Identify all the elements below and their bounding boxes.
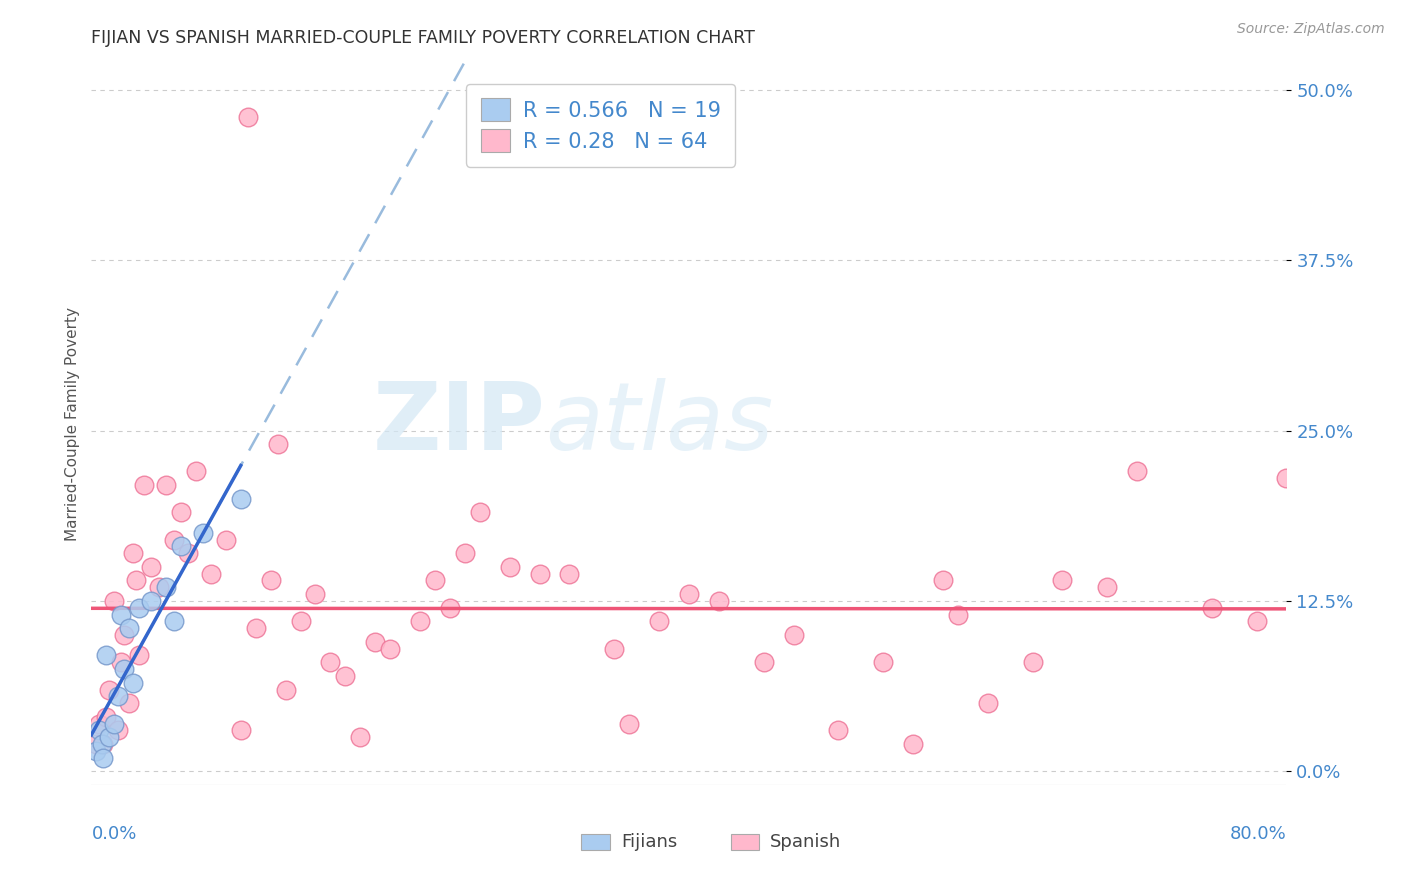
Point — [122, 546, 145, 560]
Point — [946, 607, 969, 622]
Point — [498, 559, 520, 574]
Text: 80.0%: 80.0% — [1230, 825, 1286, 843]
Point — [827, 723, 849, 738]
Point — [1246, 615, 1268, 629]
Point — [141, 594, 162, 608]
Point — [1201, 600, 1223, 615]
Point — [1052, 574, 1074, 588]
Point — [162, 615, 184, 629]
Point — [93, 737, 115, 751]
Point — [1097, 580, 1119, 594]
Point — [107, 723, 129, 738]
Point — [468, 505, 491, 519]
Point — [87, 723, 110, 738]
Point — [454, 546, 477, 560]
Point — [872, 655, 894, 669]
Point — [619, 716, 641, 731]
Point — [304, 587, 326, 601]
Point — [103, 594, 125, 608]
Text: Source: ZipAtlas.com: Source: ZipAtlas.com — [1237, 22, 1385, 37]
Point — [84, 744, 107, 758]
FancyBboxPatch shape — [582, 834, 610, 850]
Point — [162, 533, 184, 547]
Point — [110, 655, 132, 669]
Text: ZIP: ZIP — [373, 377, 546, 470]
Point — [290, 615, 312, 629]
Point — [132, 478, 155, 492]
Point — [378, 641, 402, 656]
Point — [238, 110, 260, 124]
Point — [349, 731, 371, 745]
Point — [87, 716, 110, 731]
Point — [125, 574, 148, 588]
Text: FIJIAN VS SPANISH MARRIED-COUPLE FAMILY POVERTY CORRELATION CHART: FIJIAN VS SPANISH MARRIED-COUPLE FAMILY … — [91, 29, 755, 47]
Point — [229, 491, 252, 506]
Point — [98, 682, 121, 697]
Point — [118, 621, 141, 635]
Point — [170, 505, 193, 519]
Point — [932, 574, 955, 588]
Point — [274, 682, 297, 697]
Point — [782, 628, 804, 642]
Point — [118, 696, 141, 710]
Point — [200, 566, 222, 581]
Point — [439, 600, 461, 615]
Point — [96, 648, 118, 663]
Text: atlas: atlas — [546, 378, 773, 469]
Point — [93, 750, 115, 764]
Point — [96, 710, 118, 724]
Point — [1021, 655, 1043, 669]
Point — [128, 600, 150, 615]
Point — [177, 546, 200, 560]
Point — [1126, 464, 1149, 478]
Point — [98, 731, 121, 745]
Point — [423, 574, 446, 588]
Point — [319, 655, 342, 669]
Point — [678, 587, 700, 601]
Point — [259, 574, 281, 588]
Text: Spanish: Spanish — [770, 833, 841, 851]
Point — [603, 641, 626, 656]
Point — [409, 615, 432, 629]
Point — [110, 607, 132, 622]
Point — [170, 540, 193, 554]
FancyBboxPatch shape — [731, 834, 759, 850]
Point — [229, 723, 252, 738]
Point — [335, 669, 357, 683]
Point — [648, 615, 671, 629]
Point — [148, 580, 170, 594]
Point — [901, 737, 924, 751]
Point — [128, 648, 150, 663]
Point — [707, 594, 730, 608]
Point — [122, 675, 145, 690]
Point — [141, 559, 162, 574]
Point — [90, 737, 112, 751]
Point — [215, 533, 238, 547]
Y-axis label: Married-Couple Family Poverty: Married-Couple Family Poverty — [65, 307, 80, 541]
Point — [155, 580, 177, 594]
Point — [267, 437, 290, 451]
Point — [84, 737, 107, 751]
Point — [529, 566, 551, 581]
Point — [752, 655, 775, 669]
Point — [245, 621, 267, 635]
Point — [112, 662, 135, 676]
Text: 0.0%: 0.0% — [91, 825, 136, 843]
Point — [184, 464, 207, 478]
Point — [107, 690, 129, 704]
Legend: R = 0.566   N = 19, R = 0.28   N = 64: R = 0.566 N = 19, R = 0.28 N = 64 — [467, 84, 735, 167]
Text: Fijians: Fijians — [621, 833, 678, 851]
Point — [155, 478, 177, 492]
Point — [1275, 471, 1298, 485]
Point — [112, 628, 135, 642]
Point — [364, 635, 387, 649]
Point — [558, 566, 581, 581]
Point — [103, 716, 125, 731]
Point — [976, 696, 998, 710]
Point — [193, 525, 215, 540]
